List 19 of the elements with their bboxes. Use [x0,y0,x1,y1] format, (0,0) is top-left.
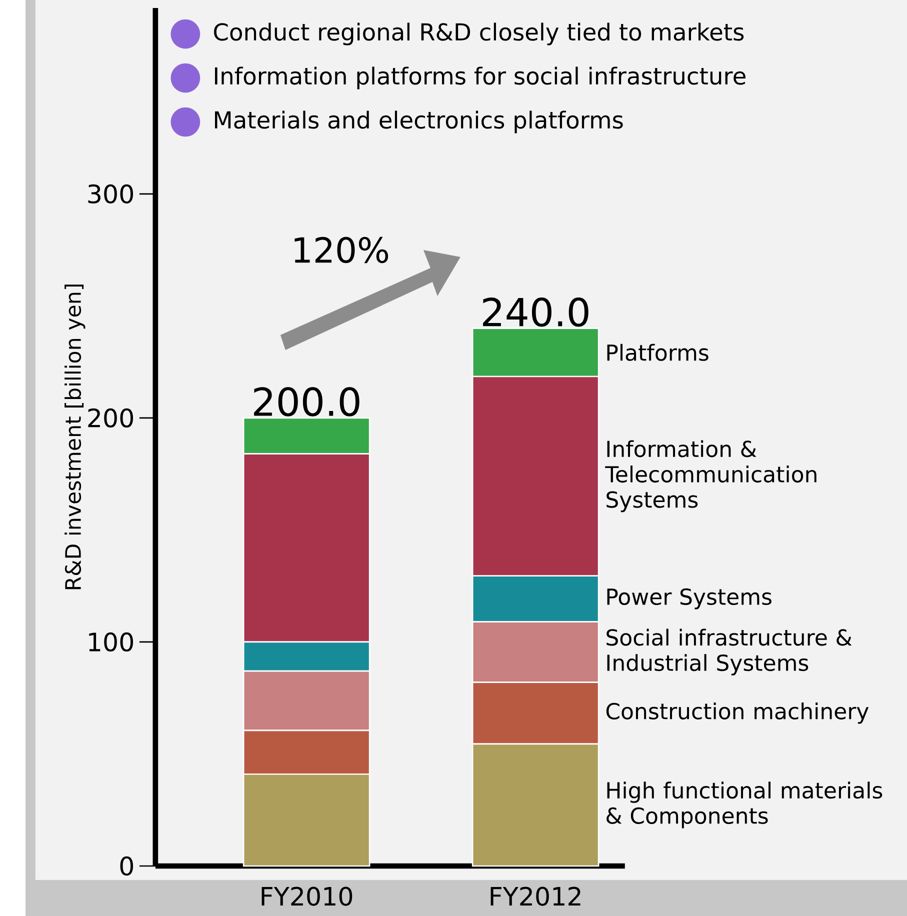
annotation: Materials and electronics platforms [214,110,623,134]
annotation: Conduct regional R&D closely tied to markets [214,22,744,46]
x-tick-label: FY2012 [490,886,580,906]
y-tick-label: 0 [120,856,133,876]
series-label: Information & Telecommunication Systems [604,440,816,512]
series-label: Power Systems [607,588,772,610]
x-tick-label: FY2010 [262,886,352,906]
total-label: 200.0 [254,387,360,416]
series-label: Platforms [607,344,708,361]
series-label: Social infrastructure & Industrial Systems [606,628,852,676]
annotation: Information platforms for social infrastructure [214,66,746,90]
y-tick-label: 100 [88,632,133,652]
total-label: 240.0 [482,297,588,327]
series-label: Construction machinery [606,702,868,724]
y-axis-title: R&D investment [billion yen] [64,284,86,590]
y-tick-label: 200 [88,408,133,428]
series-label: High functional materials & Components [606,782,882,828]
annotation: 120% [294,236,388,264]
y-tick-label: 300 [88,184,133,204]
